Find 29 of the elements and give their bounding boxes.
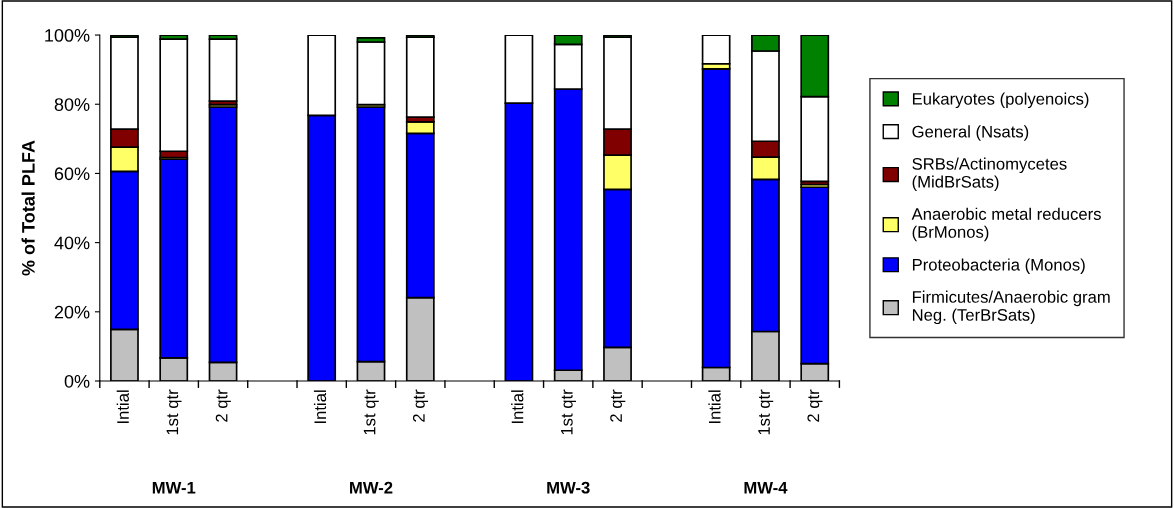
text: MW-3 (547, 481, 590, 494)
text: MW-4 (744, 481, 788, 494)
x-tick-label: 1st qtr (166, 389, 182, 435)
x-tick-label: 1st qtr (561, 389, 576, 435)
x-tick-label: Intial (116, 390, 129, 423)
x-tick-label: Intial (708, 390, 721, 423)
legend-label: Proteobacteria (Monos) (912, 258, 1085, 274)
legend-label: Anaerobic metal reducers (BrMonos) (911, 207, 1101, 242)
x-tick-label: 2 qtr (215, 389, 231, 422)
x-tick-label: 1st qtr (758, 389, 774, 435)
text: MW-2 (350, 481, 393, 494)
text: MW-1 (152, 481, 196, 494)
y-axis-title: % of Total PLFA (21, 140, 35, 276)
x-tick-label: Intial (511, 390, 524, 423)
legend-label: SRBs/Actinomycetes (MidBrSats) (912, 157, 1067, 191)
y-tick-label: 100% (45, 28, 90, 42)
y-tick-label: 60% (54, 167, 90, 181)
x-tick-label: 2 qtr (610, 389, 626, 422)
legend-label: General (Nsats) (912, 125, 1029, 141)
x-tick-label: 1st qtr (363, 389, 379, 435)
y-tick-label: 80% (54, 98, 90, 111)
x-tick-label: Intial (313, 390, 327, 423)
y-tick-label: 20% (54, 305, 90, 319)
legend-label: Firmicutes/Anaerobic gram Neg. (TerBrSats) (912, 290, 1110, 325)
y-tick-label: 40% (54, 236, 90, 250)
x-tick-label: 2 qtr (412, 389, 429, 422)
legend-label: Eukaryotes (polyenoics) (912, 92, 1089, 109)
y-tick-label: 0% (64, 374, 90, 388)
x-tick-label: 2 qtr (807, 389, 823, 422)
